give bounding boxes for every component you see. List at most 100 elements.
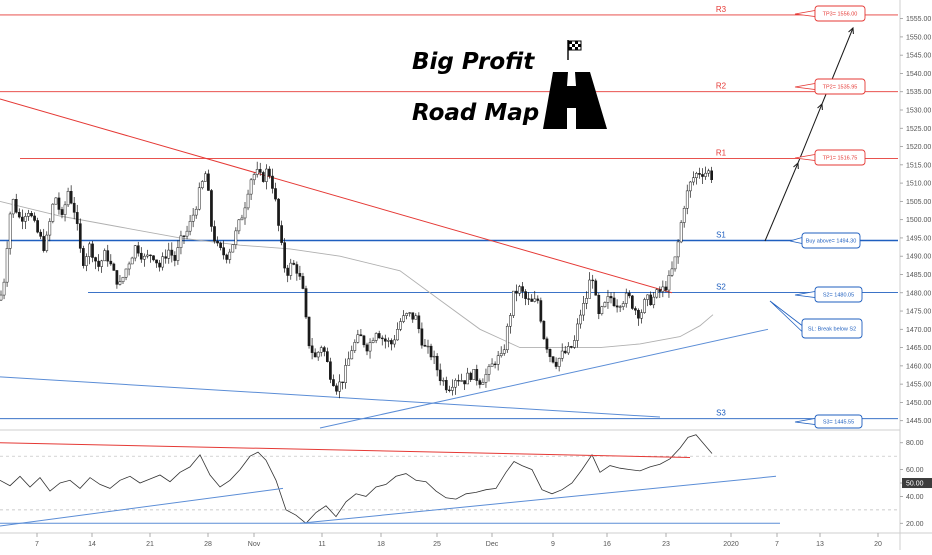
x-tick-label: 16	[603, 541, 611, 548]
candle	[14, 193, 18, 214]
candle	[139, 247, 143, 263]
candle	[560, 343, 564, 362]
candle-body	[85, 256, 88, 266]
candle	[414, 313, 418, 320]
candle-body	[505, 325, 509, 351]
candle-body	[444, 380, 448, 391]
candle	[149, 254, 152, 263]
candle-body	[664, 286, 668, 291]
candle-body	[173, 255, 177, 261]
candle-body	[63, 204, 67, 215]
level-label-s2: S2	[716, 283, 726, 292]
candle-body	[246, 193, 250, 209]
candle-body	[240, 217, 244, 221]
candle-body	[57, 197, 61, 210]
oscillator-layer	[0, 434, 780, 527]
callout-text: TP3= 1556.00	[823, 12, 858, 18]
candle-body	[75, 212, 79, 224]
candle-body	[158, 262, 161, 268]
candle-body	[295, 264, 299, 274]
y-tick-label: 1450.00	[906, 400, 931, 407]
candle-body	[335, 385, 338, 392]
y-tick-label: 1520.00	[906, 144, 931, 151]
candle-body	[512, 290, 515, 316]
candle-body	[670, 268, 674, 276]
candle-body	[521, 286, 524, 292]
candle	[673, 256, 677, 272]
candle	[118, 274, 122, 286]
candle	[365, 342, 369, 356]
candle	[695, 171, 698, 185]
osc-tick-label: 80.00	[906, 440, 924, 447]
candle	[460, 373, 463, 382]
candle	[249, 177, 253, 201]
candle-body	[451, 386, 454, 391]
candle	[661, 280, 665, 298]
y-tick-label: 1465.00	[906, 345, 931, 352]
candle	[39, 229, 42, 240]
candle	[66, 187, 70, 207]
candle	[594, 278, 598, 296]
candle	[402, 310, 405, 324]
y-tick-label: 1525.00	[906, 126, 931, 133]
candle	[210, 189, 213, 232]
candle	[624, 288, 628, 308]
candle	[286, 264, 290, 283]
callout-text: S3= 1445.55	[823, 420, 854, 426]
candle-body	[338, 381, 341, 392]
candle-body	[130, 257, 134, 265]
candle	[176, 240, 180, 265]
callout-box	[801, 232, 861, 249]
candle	[692, 171, 695, 186]
candle	[36, 217, 39, 234]
candle-layer	[0, 161, 713, 399]
candle-body	[8, 213, 12, 249]
candle-body	[408, 312, 412, 314]
candle-body	[109, 260, 113, 265]
candle-body	[359, 334, 363, 337]
candle-body	[78, 223, 82, 249]
candle-body	[515, 290, 518, 294]
candle-body	[216, 240, 219, 244]
candle-body	[271, 175, 274, 189]
candle	[573, 335, 576, 349]
candle-body	[588, 279, 591, 299]
candle	[451, 379, 454, 396]
candle	[85, 253, 88, 272]
candle	[454, 378, 457, 395]
callout-box	[801, 318, 863, 339]
candle-body	[402, 315, 405, 322]
candle	[219, 241, 222, 251]
x-tick-label: 7	[775, 541, 779, 548]
candle-body	[627, 292, 631, 297]
candle	[356, 329, 360, 344]
candle-body	[149, 254, 152, 257]
x-tick-label: 2020	[723, 541, 739, 548]
candle-body	[200, 181, 204, 189]
level-callout: TP1= 1516.75	[794, 149, 866, 166]
candle-body	[94, 257, 97, 262]
candle	[200, 180, 204, 190]
candle	[387, 337, 390, 348]
candle	[91, 241, 94, 263]
candle-body	[542, 321, 546, 340]
candle	[585, 291, 588, 310]
candle	[487, 363, 491, 382]
candle-body	[356, 334, 360, 343]
candle-body	[698, 173, 701, 175]
candle-body	[100, 260, 104, 267]
candle-body	[502, 349, 506, 354]
candle	[606, 289, 610, 309]
candle	[493, 361, 497, 369]
candle	[258, 162, 262, 176]
candle	[158, 259, 161, 272]
candle	[371, 337, 375, 344]
candle-body	[36, 220, 39, 233]
candle	[417, 312, 421, 334]
candle	[521, 282, 524, 299]
candle-body	[612, 297, 616, 307]
candle	[637, 308, 640, 326]
candle-body	[387, 340, 390, 342]
candle-body	[249, 179, 253, 195]
